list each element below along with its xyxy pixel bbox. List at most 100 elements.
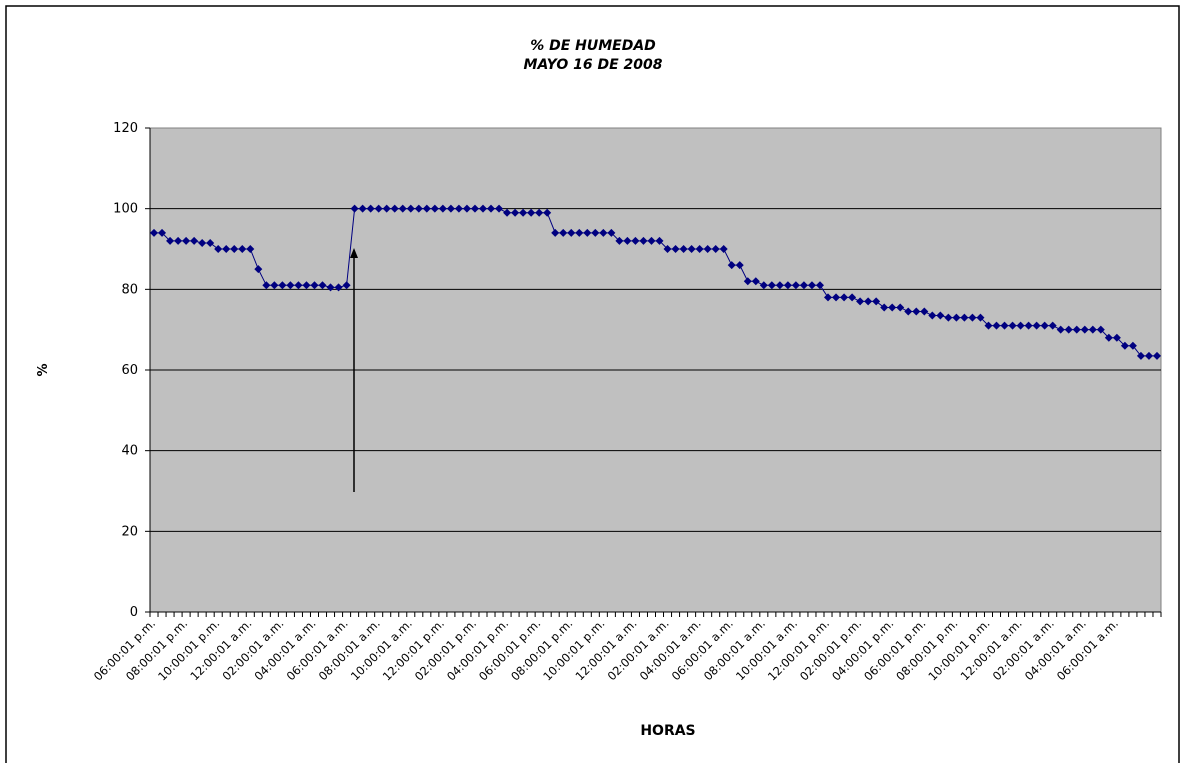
data-marker — [214, 245, 223, 253]
data-marker — [382, 204, 391, 213]
data-marker — [767, 281, 776, 290]
data-marker — [583, 228, 592, 237]
data-marker — [1072, 325, 1081, 334]
y-tick-label: 120 — [113, 121, 138, 136]
data-marker — [350, 204, 359, 213]
data-marker — [1032, 321, 1041, 330]
data-marker — [671, 245, 680, 253]
data-marker — [703, 245, 712, 253]
data-marker — [575, 228, 584, 237]
data-marker — [1008, 321, 1017, 330]
data-marker — [1088, 325, 1097, 334]
data-marker — [1048, 321, 1057, 330]
data-marker — [454, 204, 463, 213]
data-marker — [1064, 325, 1073, 334]
data-marker — [366, 204, 375, 213]
x-axis-label: HORAS — [640, 723, 695, 739]
data-marker — [190, 236, 199, 245]
data-marker — [230, 245, 239, 253]
data-marker — [647, 236, 656, 245]
data-marker — [222, 245, 231, 253]
data-marker — [1136, 351, 1145, 360]
data-marker — [302, 281, 311, 290]
data-marker — [631, 236, 640, 245]
data-marker — [511, 208, 520, 217]
data-marker — [832, 293, 841, 302]
data-marker — [880, 303, 889, 312]
data-marker — [623, 236, 632, 245]
data-marker — [1128, 341, 1137, 350]
data-marker — [751, 277, 760, 286]
y-axis-label: % — [36, 363, 51, 376]
data-marker — [896, 303, 905, 312]
data-marker — [888, 303, 897, 312]
data-marker — [1000, 321, 1009, 330]
data-marker — [679, 245, 688, 253]
data-marker — [1080, 325, 1089, 334]
data-marker — [920, 307, 929, 316]
data-marker — [487, 204, 496, 213]
data-marker — [759, 281, 768, 290]
y-tick-label: 0 — [130, 605, 138, 620]
data-marker — [150, 228, 159, 237]
data-marker — [559, 228, 568, 237]
data-marker — [527, 208, 536, 217]
data-marker — [695, 245, 704, 253]
y-tick-label: 80 — [121, 282, 138, 297]
data-marker — [687, 245, 696, 253]
data-marker — [815, 281, 824, 290]
chart-subtitle: MAYO 16 DE 2008 — [524, 57, 663, 73]
data-marker — [799, 281, 808, 290]
data-marker — [262, 281, 271, 290]
data-marker — [960, 313, 969, 322]
data-marker — [1016, 321, 1025, 330]
data-marker — [936, 311, 945, 320]
data-marker — [462, 204, 471, 213]
data-marker — [551, 228, 560, 237]
data-marker — [639, 236, 648, 245]
data-marker — [992, 321, 1001, 330]
data-marker — [430, 204, 439, 213]
data-marker — [727, 261, 736, 270]
data-marker — [1152, 351, 1161, 360]
data-marker — [270, 281, 279, 290]
data-marker — [591, 228, 600, 237]
data-marker — [1024, 321, 1033, 330]
data-marker — [342, 281, 351, 290]
data-marker — [238, 245, 247, 253]
data-marker — [807, 281, 816, 290]
data-marker — [775, 281, 784, 290]
y-tick-label: 100 — [113, 202, 138, 217]
data-marker — [246, 245, 255, 253]
data-marker — [848, 293, 857, 302]
data-marker — [824, 293, 833, 302]
data-marker — [278, 281, 287, 290]
data-marker — [310, 281, 319, 290]
data-marker — [735, 261, 744, 270]
data-marker — [286, 281, 295, 290]
data-marker — [1144, 351, 1153, 360]
data-marker — [904, 307, 913, 316]
data-marker — [519, 208, 528, 217]
data-marker — [166, 236, 175, 245]
data-marker — [743, 277, 752, 286]
data-marker — [984, 321, 993, 330]
data-marker — [872, 297, 881, 306]
data-marker — [294, 281, 303, 290]
arrow-head — [350, 248, 358, 258]
data-marker — [976, 313, 985, 322]
data-marker — [864, 297, 873, 306]
data-marker — [535, 208, 544, 217]
data-marker — [318, 281, 327, 290]
data-marker — [478, 204, 487, 213]
data-marker — [174, 236, 183, 245]
data-marker — [1096, 325, 1105, 334]
data-marker — [928, 311, 937, 320]
chart-title: % DE HUMEDAD — [530, 38, 656, 54]
data-marker — [543, 208, 552, 217]
data-marker — [495, 204, 504, 213]
data-marker — [912, 307, 921, 316]
data-marker — [503, 208, 512, 217]
data-marker — [968, 313, 977, 322]
